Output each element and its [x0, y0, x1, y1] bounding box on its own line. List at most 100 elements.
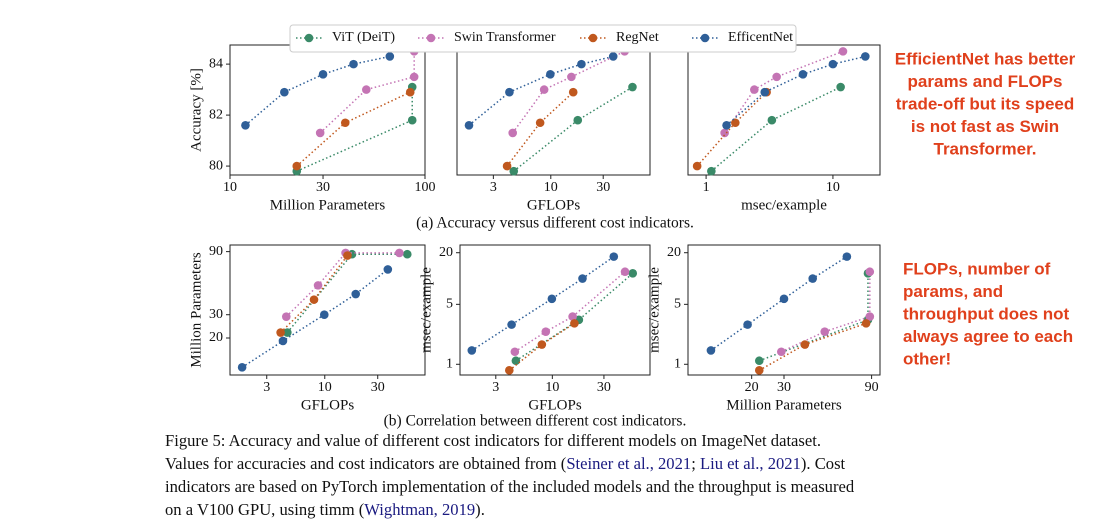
subcaption: (b) Correlation between different cost i… [384, 413, 687, 430]
legend-label: ViT (DeiT) [332, 30, 395, 45]
y-tick-label: 80 [209, 158, 223, 173]
data-point [280, 87, 289, 97]
data-point [609, 252, 619, 261]
data-point [541, 327, 551, 336]
caption-line: Values for accuracies and cost indicator… [165, 452, 854, 475]
data-point [754, 366, 764, 375]
legend-label: Swin Transformer [454, 30, 556, 45]
y-axis-label: Accuracy [%] [188, 68, 204, 152]
series-line [758, 322, 867, 371]
data-point [237, 363, 247, 372]
data-point [861, 319, 871, 328]
data-point [395, 248, 404, 258]
x-tick-label: 30 [596, 180, 610, 195]
annotation: params and FLOPs [908, 72, 1063, 91]
x-axis-label: Million Parameters [270, 197, 386, 213]
data-point [720, 128, 729, 138]
caption-text: indicators are based on PyTorch implemen… [165, 477, 855, 496]
x-axis-label: Million Parameters [726, 397, 842, 413]
data-point [502, 161, 512, 171]
legend-entry: ViT (DeiT) [296, 30, 395, 45]
x-tick-label: 1 [703, 180, 710, 195]
data-point [383, 265, 393, 274]
data-point [313, 281, 323, 290]
data-point [842, 252, 852, 261]
series-line [515, 272, 634, 362]
data-point [283, 328, 292, 337]
data-point [808, 274, 818, 283]
data-point [776, 347, 786, 357]
data-point [539, 85, 549, 94]
x-tick-label: 3 [492, 380, 499, 395]
data-point [505, 87, 514, 97]
data-point [772, 72, 781, 82]
x-axis-label: GFLOPs [527, 197, 581, 213]
annotation: trade-off but its speed [896, 94, 1075, 113]
series-line [780, 271, 871, 353]
data-point [309, 295, 319, 304]
citation[interactable]: Wightman, 2019 [364, 500, 476, 519]
data-point [361, 85, 371, 94]
x-tick-label: 30 [371, 380, 385, 395]
data-point [405, 87, 415, 97]
data-point [567, 72, 576, 82]
series-line [696, 91, 768, 167]
y-tick-label: 1 [446, 357, 453, 372]
annotation: Transformer. [934, 139, 1037, 158]
data-point [731, 118, 740, 128]
data-point [836, 82, 845, 92]
data-point [315, 128, 325, 138]
data-point [722, 120, 731, 130]
data-point [349, 59, 358, 69]
annotation: EfficientNet has better [895, 49, 1076, 68]
caption-text: ). Cost [800, 454, 846, 473]
data-point [750, 85, 759, 94]
data-point [779, 294, 789, 304]
series-line [506, 91, 574, 167]
data-point [385, 52, 395, 61]
legend-entry: RegNet [580, 30, 659, 45]
series-line [710, 86, 841, 172]
data-point [241, 120, 250, 130]
caption-text: Values for accuracies and cost indicator… [165, 454, 567, 473]
data-point [511, 356, 521, 366]
data-point [546, 70, 555, 79]
data-point [318, 70, 328, 79]
x-tick-label: 30 [316, 180, 330, 195]
x-tick-label: 10 [826, 180, 840, 195]
series-line [280, 255, 349, 334]
citation[interactable]: Steiner et al., 2021 [566, 454, 692, 473]
y-tick-label: 20 [209, 330, 223, 345]
data-point [409, 72, 419, 82]
legend-label: RegNet [616, 30, 659, 45]
series-line [724, 50, 844, 134]
x-tick-label: 100 [415, 180, 436, 195]
y-tick-label: 30 [209, 307, 223, 322]
caption-line: on a V100 GPU, using timm (Wightman, 201… [165, 498, 854, 521]
annotation: params, and [903, 282, 1003, 301]
citation[interactable]: Liu et al., 2021 [699, 454, 801, 473]
data-point [608, 52, 618, 61]
legend-entry: EfficentNet [692, 30, 793, 45]
data-point [340, 118, 350, 128]
data-point [754, 356, 764, 366]
data-point [692, 161, 702, 171]
data-point [628, 269, 638, 278]
y-tick-label: 84 [209, 56, 223, 71]
series-line [319, 51, 415, 134]
x-axis-label: GFLOPs [528, 397, 582, 413]
data-point [407, 115, 417, 125]
figure-caption: Figure 5: Accuracy and value of differen… [165, 429, 854, 521]
series-line [285, 252, 400, 318]
data-point [578, 274, 587, 283]
data-point [510, 347, 520, 357]
legend-box [289, 24, 797, 53]
data-point [276, 328, 285, 337]
plot-frame [687, 44, 881, 176]
caption-line: indicators are based on PyTorch implemen… [165, 475, 854, 498]
caption-text: ). [475, 500, 485, 519]
y-tick-label: 1 [674, 357, 681, 372]
x-tick-label: 20 [745, 380, 759, 395]
x-tick-label: 90 [865, 380, 879, 395]
